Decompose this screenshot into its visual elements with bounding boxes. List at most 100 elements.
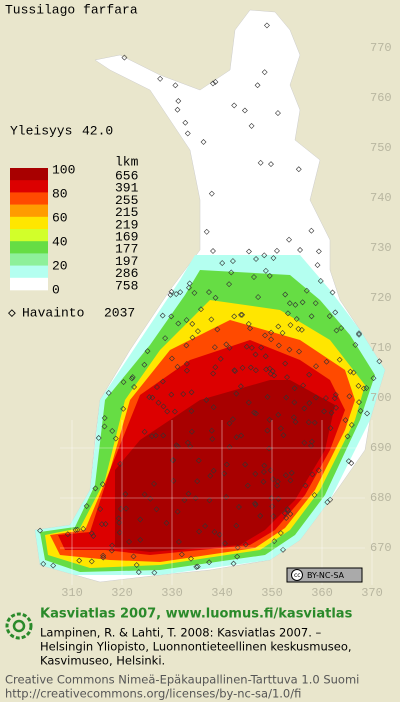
observation-marker — [279, 330, 286, 336]
observation-marker — [242, 461, 249, 468]
observation-marker — [338, 325, 345, 331]
observation-marker — [303, 287, 310, 294]
observation-marker — [192, 495, 199, 502]
legend-swatch — [10, 192, 48, 205]
observation-marker — [313, 394, 319, 401]
observation-marker — [270, 476, 276, 483]
legend-swatch — [10, 241, 48, 254]
badge-text: BY-NC-SA — [307, 571, 345, 580]
legend-count: 197 — [115, 254, 138, 269]
observation-marker — [364, 410, 371, 417]
observation-marker — [188, 428, 195, 435]
observation-marker — [352, 342, 359, 348]
legend-swatch — [10, 265, 48, 279]
observation-marker — [282, 291, 289, 298]
observation-marker — [198, 306, 204, 313]
observation-marker — [287, 511, 294, 517]
observation-marker — [141, 361, 148, 368]
observation-marker — [262, 332, 268, 339]
observation-marker — [360, 385, 367, 392]
observation-marker — [141, 428, 148, 435]
frequency-label: Yleisyys — [10, 123, 72, 138]
citation-line: Kasvimuseo, Helsinki. — [40, 654, 165, 668]
observation-marker — [160, 403, 167, 410]
observation-marker — [231, 102, 238, 109]
observation-marker — [306, 371, 313, 378]
y-tick-label: 680 — [370, 491, 392, 505]
observation-marker — [285, 310, 291, 317]
observation-marker — [305, 419, 312, 426]
y-tick-label: 710 — [370, 341, 392, 355]
observation-symbol: ◇ — [8, 305, 16, 320]
observation-marker — [281, 510, 288, 517]
legend-scale-label: 40 — [52, 234, 68, 249]
legend-swatch — [10, 229, 48, 242]
observation-marker — [130, 553, 137, 560]
count-header: lkm — [115, 154, 139, 169]
observation-marker — [295, 326, 302, 332]
observation-marker — [271, 538, 278, 545]
observation-marker — [226, 444, 233, 450]
observation-marker — [327, 425, 334, 432]
x-tick-label: 350 — [261, 586, 283, 600]
observation-marker — [251, 274, 257, 280]
observation-marker — [239, 311, 246, 318]
observation-marker — [206, 497, 213, 504]
observation-marker — [149, 394, 156, 401]
observation-marker — [153, 506, 160, 513]
legend-scale-label: 0 — [52, 282, 60, 297]
observation-marker — [317, 278, 324, 284]
observation-marker — [321, 408, 327, 415]
observation-marker — [223, 341, 230, 348]
observation-marker — [292, 419, 299, 425]
observation-marker — [242, 541, 249, 548]
observation-marker — [188, 555, 194, 562]
cc-icon-text: cc — [294, 572, 301, 579]
observation-marker — [329, 289, 336, 296]
observation-marker — [314, 262, 321, 268]
observation-marker — [92, 485, 99, 492]
observation-marker — [246, 248, 252, 255]
observation-marker — [350, 369, 357, 376]
observation-marker — [277, 425, 284, 432]
observation-marker — [168, 391, 175, 398]
observation-marker — [160, 432, 167, 439]
observation-marker — [216, 531, 223, 538]
observation-marker — [137, 536, 144, 543]
observation-marker — [162, 335, 169, 342]
observation-marker — [262, 267, 269, 274]
observation-marker — [261, 252, 268, 259]
observation-marker — [164, 408, 171, 415]
observation-marker — [346, 393, 353, 400]
observation-marker — [108, 547, 115, 554]
observation-marker — [238, 311, 244, 318]
observation-marker — [228, 269, 235, 276]
observation-marker — [183, 367, 190, 374]
logo-ring — [5, 612, 33, 640]
observation-marker — [175, 320, 182, 327]
observation-marker — [275, 110, 281, 117]
observation-marker — [342, 417, 349, 424]
observation-marker — [348, 460, 355, 467]
legend-count: 286 — [115, 266, 138, 281]
observation-marker — [115, 515, 122, 522]
observation-marker — [221, 470, 228, 477]
observation-marker — [80, 525, 87, 532]
observation-marker — [306, 400, 313, 406]
observation-marker — [185, 490, 192, 497]
observation-marker — [219, 260, 226, 267]
observation-marker — [239, 364, 246, 371]
observation-marker — [260, 478, 267, 485]
observation-marker — [253, 410, 259, 417]
observation-marker — [83, 503, 90, 509]
observation-marker — [123, 505, 130, 512]
observation-marker — [233, 434, 240, 441]
x-tick-label: 310 — [61, 586, 83, 600]
observation-marker — [244, 482, 251, 489]
observation-marker — [186, 280, 193, 287]
observation-marker — [226, 281, 233, 288]
observation-marker — [101, 415, 108, 421]
observation-marker — [211, 529, 218, 535]
observation-marker — [370, 375, 377, 382]
observation-marker — [105, 390, 112, 396]
